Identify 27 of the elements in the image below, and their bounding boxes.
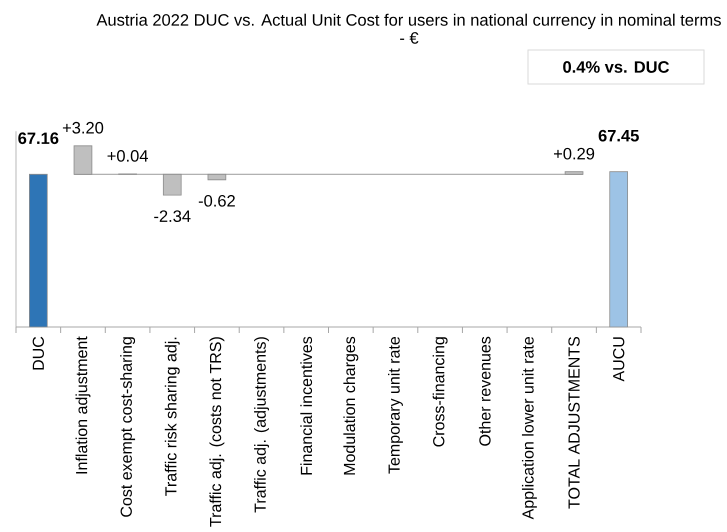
x-tick-label: Cost exempt cost-sharing xyxy=(120,337,136,517)
chart-title: Austria 2022 DUC vs. Actual Unit Cost for users in national currency in nominal terms - € xyxy=(96,14,721,44)
x-tick-label: Other revenues xyxy=(478,336,491,446)
x-tick-label: Financial incentives xyxy=(300,336,312,475)
x-tick-label: AUCU xyxy=(613,337,624,382)
x-tick-label: Traffic risk sharing adj. xyxy=(164,338,180,496)
x-tick-label: Application lower unit rate xyxy=(522,336,537,520)
data-label: 67.16 xyxy=(18,132,58,144)
x-tick-label: Traffic adj. (costs not TRS) xyxy=(209,337,224,527)
x-tick-label: Cross-financing xyxy=(432,337,448,447)
data-label: -2.34 xyxy=(154,210,191,222)
data-label: +3.20 xyxy=(62,122,104,134)
x-tick-label: Traffic adj. (adjustments) xyxy=(254,337,270,512)
x-tick-label: Inflation adjustment xyxy=(76,336,90,474)
data-label: +0.04 xyxy=(108,150,148,162)
data-label: +0.29 xyxy=(554,148,594,160)
x-tick-label: Temporary unit rate xyxy=(388,336,403,474)
x-tick-label: DUC xyxy=(32,336,44,370)
bar xyxy=(74,145,92,175)
data-label: 67.45 xyxy=(598,130,639,142)
bar xyxy=(162,174,182,196)
bar xyxy=(564,171,584,175)
data-label: -0.62 xyxy=(198,195,235,207)
bar xyxy=(208,174,226,180)
x-tick-label: Modulation charges xyxy=(343,336,358,475)
text: 0.4% vs. DUC xyxy=(563,61,670,73)
x-tick-label: TOTAL ADJUSTMENTS xyxy=(568,336,580,509)
